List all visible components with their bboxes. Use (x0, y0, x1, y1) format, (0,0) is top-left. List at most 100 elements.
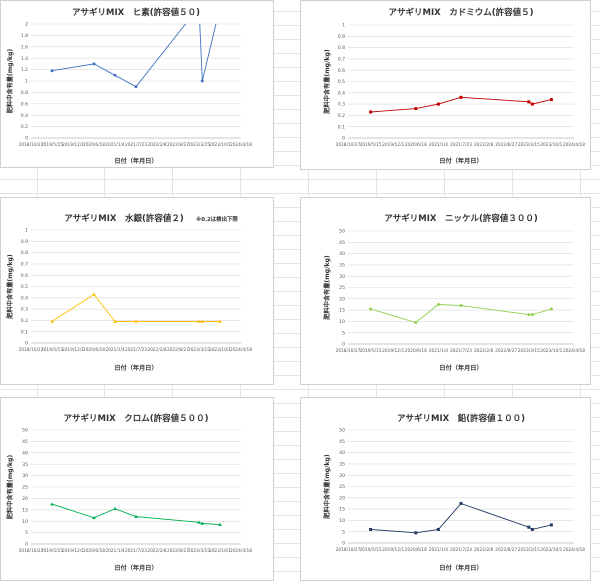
data-point[interactable] (369, 110, 373, 114)
chart-lead[interactable]: アサギリMIX 鉛(許容値１００) 0 5 10 15 20 25 30 35 40 45 50 201… (300, 397, 591, 581)
data-point[interactable] (134, 85, 138, 89)
x-tick-label: 2021/1/4 (429, 547, 449, 553)
data-point[interactable] (200, 521, 205, 525)
data-point[interactable] (92, 62, 96, 66)
series-group (369, 302, 553, 325)
y-tick-label: 0.1 (21, 329, 28, 335)
x-tick-label: 2024/4/18 (230, 347, 252, 353)
data-point[interactable] (200, 79, 204, 83)
data-point[interactable] (436, 102, 440, 106)
data-point[interactable] (134, 319, 138, 323)
data-point[interactable] (414, 107, 418, 111)
data-point[interactable] (50, 319, 54, 323)
x-tick-label: 2020/6/18 (83, 548, 105, 554)
y-tick-label: 1.8 (21, 33, 28, 39)
y-tick-label: 0.6 (21, 273, 28, 279)
y-tick-label: 2 (25, 22, 28, 28)
chart-nickel[interactable]: アサギリMIX ニッケル(許容値３００) 0 5 10 15 20 25 30 35 40 45 50… (300, 197, 591, 385)
x-tick-label: 2018/10/27 (336, 547, 361, 553)
y-tick-label: 0.7 (338, 57, 345, 63)
chart-title: アサギリMIX クロム(許容値５００) (64, 413, 209, 424)
y-tick-label: 0.9 (338, 34, 345, 40)
y-tick-label: 10 (339, 319, 345, 325)
data-point[interactable] (50, 69, 54, 73)
data-point[interactable] (436, 527, 440, 531)
x-tick-label: 2022/8/27 (167, 142, 189, 148)
data-point[interactable] (549, 523, 553, 527)
data-point[interactable] (92, 292, 96, 296)
data-point[interactable] (50, 502, 54, 506)
series-group (50, 5, 222, 89)
x-tick-label: 2021/1/4 (105, 548, 125, 554)
y-tick-label: 40 (22, 450, 28, 456)
data-point[interactable] (459, 501, 463, 505)
x-tick-label: 2020/6/18 (405, 348, 427, 354)
data-point[interactable] (113, 506, 117, 511)
y-tick-label: 50 (339, 428, 345, 434)
x-axis-label: 日付（年月日） (439, 157, 482, 165)
y-tick-label: 0.8 (21, 90, 28, 96)
y-tick-label: 0.1 (338, 124, 345, 130)
y-tick-label: 35 (339, 462, 345, 468)
series-group (50, 292, 222, 323)
y-tick-label: 15 (339, 308, 345, 314)
x-tick-label: 2021/7/23 (450, 142, 472, 148)
y-tick-label: 15 (22, 507, 28, 513)
y-tick-label: 50 (339, 229, 345, 235)
series-group (369, 95, 553, 114)
data-point[interactable] (549, 307, 553, 311)
data-point[interactable] (459, 95, 463, 99)
data-point[interactable] (369, 527, 373, 531)
y-tick-label: 0.4 (338, 90, 345, 96)
chart-arsenic[interactable]: アサギリMIX ヒ素(許容値５０) 0 0.2 0.4 0.6 0.8 1 1.2 1.4 1.6… (0, 0, 274, 168)
y-axis-label: 肥料中含有量(mg/kg) (6, 254, 14, 319)
x-tick-label: 2024/4/18 (563, 348, 585, 354)
y-axis-label: 肥料中含有量(mg/kg) (6, 455, 14, 520)
y-tick-label: 0.2 (21, 124, 28, 130)
data-point[interactable] (219, 5, 222, 8)
y-axis-label: 肥料中含有量(mg/kg) (323, 49, 331, 114)
y-tick-label: 0.6 (338, 68, 345, 74)
data-point[interactable] (200, 319, 205, 323)
data-point[interactable] (527, 525, 531, 529)
chart-mercury[interactable]: アサギリMIX 水銀(許容値２) ※0.2は検出下限 0 0.1 0.2 0.3 0.4 0.… (0, 197, 274, 385)
chart-chromium[interactable]: アサギリMIX クロム(許容値５００) 0 5 10 15 20 25 30 35 40 45 50 2… (0, 397, 274, 581)
y-tick-label: 45 (22, 439, 28, 445)
data-point[interactable] (436, 302, 440, 306)
x-axis-label: 日付（年月日） (439, 564, 482, 572)
y-tick-label: 0.4 (21, 295, 28, 301)
chart-title: アサギリMIX ヒ素(許容値５０) (72, 7, 200, 18)
chart-svg: アサギリMIX 水銀(許容値２) ※0.2は検出下限 0 0.1 0.2 0.3 0.4 0.… (6, 213, 252, 372)
data-point[interactable] (197, 520, 201, 524)
x-tick-label: 2023/10/1 (209, 548, 231, 554)
data-point[interactable] (113, 319, 117, 323)
series-line (370, 502, 552, 534)
x-tick-label: 2023/10/1 (209, 347, 231, 353)
data-point[interactable] (92, 515, 96, 520)
x-tick-label: 2019/12/1 (62, 548, 84, 554)
data-point[interactable] (197, 319, 201, 323)
data-point[interactable] (459, 304, 463, 308)
data-point[interactable] (369, 307, 373, 311)
y-tick-label: 5 (342, 330, 345, 336)
x-tick-label: 2023/3/15 (188, 548, 210, 554)
y-tick-label: 50 (22, 428, 28, 434)
data-point[interactable] (113, 73, 117, 77)
data-point[interactable] (530, 313, 534, 317)
chart-svg: アサギリMIX カドミウム(許容値５) 0 0.1 0.2 0.3 0.4 0.5 0.6 0.… (323, 7, 585, 165)
data-point[interactable] (527, 100, 531, 104)
data-point[interactable] (414, 531, 418, 535)
x-tick-label: 2020/6/18 (83, 142, 105, 148)
data-point[interactable] (527, 313, 531, 317)
data-point[interactable] (530, 527, 534, 531)
data-point[interactable] (414, 321, 418, 325)
chart-cadmium[interactable]: アサギリMIX カドミウム(許容値５) 0 0.1 0.2 0.3 0.4 0.5 0.6 0.… (300, 0, 591, 170)
data-point[interactable] (218, 522, 222, 527)
y-tick-label: 1.6 (21, 44, 28, 50)
data-point[interactable] (134, 514, 138, 519)
y-tick-label: 0.7 (21, 262, 28, 268)
y-axis-label: 肥料中含有量(mg/kg) (6, 49, 14, 114)
data-point[interactable] (549, 98, 553, 102)
data-point[interactable] (218, 319, 222, 323)
data-point[interactable] (530, 102, 534, 106)
